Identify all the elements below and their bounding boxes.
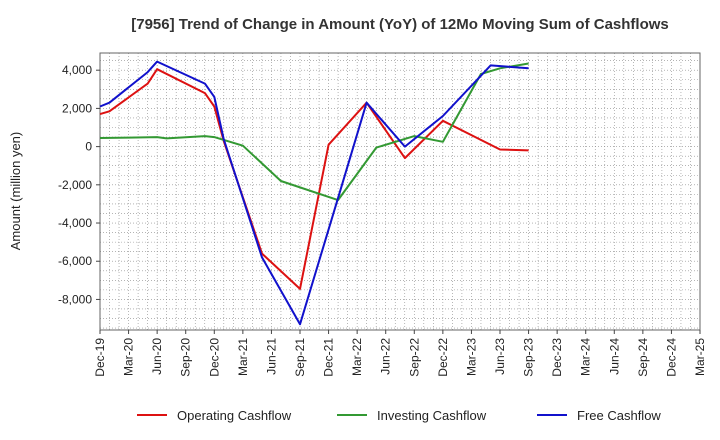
y-tick-label: -8,000: [58, 292, 92, 306]
x-tick-label: Dec-24: [664, 338, 678, 377]
series-layer: [99, 60, 529, 326]
legend-item-free-cashflow: Free Cashflow: [537, 408, 661, 423]
x-tick-label: Mar-21: [236, 338, 250, 376]
x-tick-label: Mar-25: [693, 338, 707, 376]
x-tick-label: Jun-24: [607, 338, 621, 375]
x-tick-label: Dec-23: [550, 338, 564, 377]
x-axis-ticks: Dec-19 Mar-20 Jun-20 Sep-20 Dec-20 Mar-21 Jun-…: [93, 330, 707, 377]
legend: Operating Cashflow Investing Cashflow Free…: [137, 408, 661, 423]
legend-label: Operating Cashflow: [177, 408, 292, 423]
y-tick-label: 4,000: [62, 63, 92, 77]
x-tick-label: Jun-20: [150, 338, 164, 375]
x-tick-label: Dec-19: [93, 338, 107, 377]
grid-layer: [100, 53, 700, 330]
y-tick-label: 0: [85, 140, 92, 154]
x-tick-label: Jun-22: [379, 338, 393, 375]
legend-item-operating-cashflow: Operating Cashflow: [137, 408, 292, 423]
y-tick-label: 2,000: [62, 101, 92, 115]
x-tick-label: Sep-23: [522, 338, 536, 377]
plot-area-frame: [99, 52, 701, 331]
x-tick-label: Sep-20: [179, 338, 193, 377]
y-tick-label: -6,000: [58, 254, 92, 268]
series-line-investing-cashflow: [99, 62, 529, 202]
x-tick-label: Mar-22: [350, 338, 364, 376]
x-tick-label: Mar-23: [464, 338, 478, 376]
legend-item-investing-cashflow: Investing Cashflow: [337, 408, 487, 423]
x-tick-label: Dec-21: [322, 338, 336, 377]
x-tick-label: Sep-22: [407, 338, 421, 377]
y-tick-label: -4,000: [58, 216, 92, 230]
x-tick-label: Jun-21: [264, 338, 278, 375]
x-tick-label: Dec-20: [207, 338, 221, 377]
x-tick-label: Mar-20: [122, 338, 136, 376]
y-axis-label: Amount (million yen): [8, 132, 23, 251]
x-tick-label: Sep-24: [636, 338, 650, 377]
series-line-operating-cashflow: [99, 68, 529, 290]
x-tick-label: Sep-21: [293, 338, 307, 377]
series-line-free-cashflow: [99, 60, 529, 326]
y-axis-ticks: 4,000 2,000 0 -2,000 -4,000 -6,000 -8,000: [58, 63, 100, 306]
legend-label: Free Cashflow: [577, 408, 661, 423]
chart-title: [7956] Trend of Change in Amount (YoY) o…: [131, 16, 669, 33]
x-tick-label: Mar-24: [579, 338, 593, 376]
y-tick-label: -2,000: [58, 178, 92, 192]
x-tick-label: Jun-23: [493, 338, 507, 375]
x-tick-label: Dec-22: [436, 338, 450, 377]
legend-label: Investing Cashflow: [377, 408, 487, 423]
